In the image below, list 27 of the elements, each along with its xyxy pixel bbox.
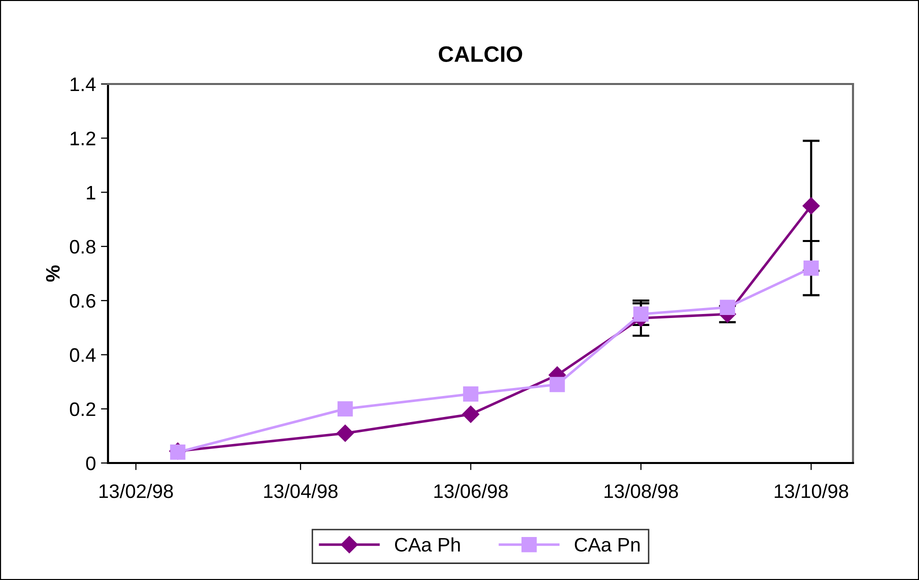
point [336,424,354,442]
y-tick-label: 1 [86,186,96,200]
x-tick-label: 13/02/98 [100,484,173,498]
y-tick-label: 1.2 [70,132,96,146]
legend-label: CAa Pn [574,538,640,552]
point [633,306,649,322]
point [802,197,820,214]
x-tick-label: 13/08/98 [604,484,678,498]
y-tick-label: 0.4 [70,348,96,362]
point [462,406,480,423]
point [338,401,353,416]
point [170,444,186,460]
point [463,386,478,402]
x-tick-label: 13/10/98 [774,484,848,498]
point [804,260,819,276]
point [720,300,736,315]
y-tick-label: 0.2 [70,402,96,416]
y-tick-label: 0 [86,456,96,470]
y-tick-label: 0.6 [70,294,96,308]
x-tick-label: 13/04/98 [264,484,338,498]
y-axis-title: % [46,265,60,282]
y-tick-label: 0.8 [70,240,96,254]
chart-title: CALCIO [438,46,522,62]
legend-label: CAa Ph [395,537,460,552]
point [550,376,565,392]
x-tick-label: 13/06/98 [434,484,508,498]
y-tick-label: 1.4 [70,78,96,92]
